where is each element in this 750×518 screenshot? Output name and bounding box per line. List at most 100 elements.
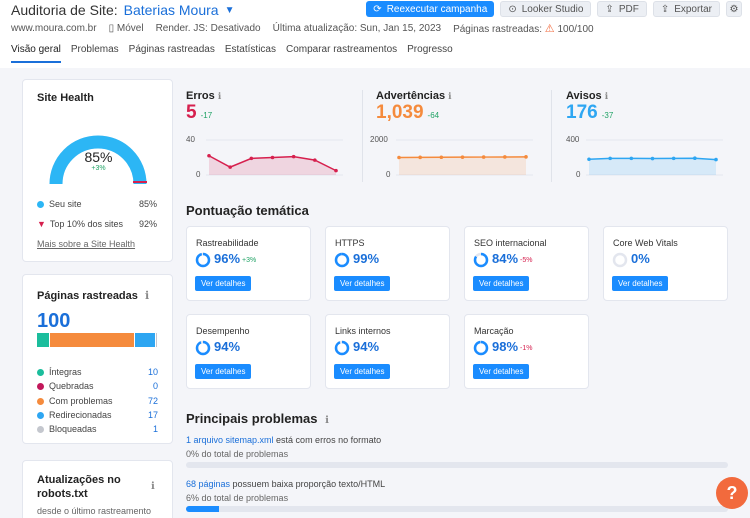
data-point[interactable] bbox=[228, 165, 232, 169]
bar-segment bbox=[155, 333, 157, 347]
divider bbox=[551, 90, 552, 182]
data-point[interactable] bbox=[249, 156, 254, 161]
thematic-card: Rastreabilidade 96% +3% Ver detalhes bbox=[186, 226, 311, 301]
data-point[interactable] bbox=[207, 153, 211, 158]
tab-compare[interactable]: Comparar rastreamentos bbox=[285, 44, 398, 55]
tab-statistics[interactable]: Estatísticas bbox=[224, 44, 276, 55]
view-details-button[interactable]: Ver detalhes bbox=[334, 276, 391, 291]
divider bbox=[362, 90, 363, 182]
crawled-pages-total: 100 bbox=[37, 310, 71, 332]
data-point[interactable] bbox=[397, 155, 401, 160]
data-point[interactable] bbox=[650, 156, 655, 161]
page-header: Auditoria de Site: Baterias Moura ▼ ⟳ Re… bbox=[0, 0, 750, 68]
project-selector[interactable]: Baterias Moura bbox=[123, 2, 219, 18]
tab-overview[interactable]: Visão geral bbox=[11, 44, 61, 63]
data-point[interactable] bbox=[291, 154, 296, 159]
progress-ring-icon bbox=[334, 340, 350, 356]
data-point[interactable] bbox=[503, 155, 507, 159]
mobile-icon: ▯ bbox=[108, 22, 115, 34]
crawled-pages-card: Páginas rastreadas ℹ 100 Íntegras 10 Quebr… bbox=[22, 274, 173, 444]
view-details-button[interactable]: Ver detalhes bbox=[612, 276, 669, 291]
view-details-button[interactable]: Ver detalhes bbox=[473, 276, 530, 291]
thematic-delta: -5% bbox=[520, 257, 533, 264]
your-site-dot bbox=[37, 201, 44, 209]
metric-delta: -37 bbox=[601, 111, 614, 120]
pages-crawled-info: Páginas rastreadas: ⚠ 100/100 bbox=[453, 22, 594, 35]
issue-link[interactable]: 1 arquivo sitemap.xml bbox=[186, 435, 274, 445]
data-point[interactable] bbox=[481, 155, 486, 159]
tab-progress[interactable]: Progresso bbox=[407, 44, 453, 55]
data-point[interactable] bbox=[608, 156, 612, 161]
y-axis-top: 40 bbox=[186, 135, 195, 144]
thematic-score: 0% bbox=[631, 251, 650, 266]
data-point[interactable] bbox=[418, 155, 422, 160]
thematic-score: 96% bbox=[214, 251, 241, 266]
site-health-delta: +3% bbox=[91, 165, 106, 172]
area-fill bbox=[589, 158, 716, 175]
view-details-button[interactable]: Ver detalhes bbox=[195, 364, 252, 379]
thematic-card: Core Web Vitals 0% Ver detalhes bbox=[603, 226, 728, 301]
top-sites-row: ▼ Top 10% dos sites 92% bbox=[37, 219, 157, 229]
domain-text: www.moura.com.br bbox=[11, 22, 97, 34]
tabs: Visão geral Problemas Páginas rastreadas… bbox=[11, 44, 453, 63]
title-row: Auditoria de Site: Baterias Moura ▼ bbox=[11, 2, 234, 18]
help-button[interactable]: ? bbox=[716, 477, 748, 509]
export-button[interactable]: ⇪ Exportar bbox=[652, 1, 720, 17]
warning-icon: ⚠ bbox=[544, 22, 555, 35]
info-icon[interactable]: ℹ bbox=[217, 91, 222, 101]
list-item: Com problemas 72 bbox=[37, 396, 158, 406]
metric-value[interactable]: 1,039 bbox=[376, 102, 424, 123]
pdf-button[interactable]: ⇪ PDF bbox=[597, 1, 647, 17]
info-icon[interactable]: ℹ bbox=[325, 415, 329, 426]
chevron-down-icon[interactable]: ▼ bbox=[224, 4, 235, 16]
info-icon[interactable]: ℹ bbox=[604, 91, 609, 101]
issue-share: 6% do total de problemas bbox=[186, 493, 289, 503]
tab-crawled-pages[interactable]: Páginas rastreadas bbox=[128, 44, 215, 55]
issue-progress-bar bbox=[186, 506, 728, 512]
info-icon[interactable]: ℹ bbox=[144, 290, 150, 302]
data-point[interactable] bbox=[524, 155, 528, 159]
sparkline-chart bbox=[586, 139, 723, 176]
progress-ring-icon bbox=[473, 252, 489, 268]
thematic-score: 94% bbox=[353, 339, 380, 354]
issue-link[interactable]: 68 páginas bbox=[186, 479, 231, 489]
data-point[interactable] bbox=[439, 155, 444, 160]
thematic-title: Pontuação temática bbox=[186, 203, 309, 218]
tab-issues[interactable]: Problemas bbox=[70, 44, 119, 55]
settings-button[interactable]: ⚙ bbox=[726, 1, 742, 17]
crawled-pages-title: Páginas rastreadas ℹ bbox=[37, 290, 150, 302]
bar-segment bbox=[134, 333, 155, 347]
view-details-button[interactable]: Ver detalhes bbox=[195, 276, 252, 291]
data-point[interactable] bbox=[671, 156, 676, 161]
data-point[interactable] bbox=[629, 156, 634, 161]
site-health-gauge bbox=[49, 135, 147, 185]
thematic-score: 84% bbox=[492, 251, 519, 266]
progress-fill bbox=[186, 506, 219, 512]
issue-share: 0% do total de problemas bbox=[186, 449, 289, 459]
data-point[interactable] bbox=[334, 168, 338, 173]
data-point[interactable] bbox=[693, 156, 697, 160]
robots-subtitle: desde o último rastreamento bbox=[37, 506, 152, 516]
data-point[interactable] bbox=[313, 158, 317, 162]
rerun-campaign-button[interactable]: ⟳ Reexecutar campanha bbox=[366, 1, 495, 17]
area-fill bbox=[399, 156, 526, 175]
refresh-icon: ⟳ bbox=[373, 3, 382, 15]
view-details-button[interactable]: Ver detalhes bbox=[473, 364, 530, 379]
data-point[interactable] bbox=[460, 155, 465, 159]
info-icon[interactable]: ℹ bbox=[448, 91, 452, 101]
data-point[interactable] bbox=[270, 155, 275, 160]
metric-value[interactable]: 5 bbox=[186, 102, 197, 123]
view-details-button[interactable]: Ver detalhes bbox=[334, 364, 391, 379]
looker-studio-button[interactable]: ⊙ Looker Studio bbox=[500, 1, 592, 17]
top-actions: ⟳ Reexecutar campanha ⊙ Looker Studio ⇪ … bbox=[366, 1, 742, 17]
bar-segment bbox=[49, 333, 134, 347]
thematic-card: Desempenho 94% Ver detalhes bbox=[186, 314, 311, 389]
info-icon[interactable]: ℹ bbox=[151, 481, 155, 492]
thematic-card: SEO internacional 84% -5% Ver detalhes bbox=[464, 226, 589, 301]
site-health-link[interactable]: Mais sobre a Site Health bbox=[37, 239, 136, 249]
metric-delta: -17 bbox=[200, 111, 213, 120]
data-point[interactable] bbox=[587, 157, 591, 162]
list-item: Redirecionadas 17 bbox=[37, 410, 158, 420]
data-point[interactable] bbox=[714, 157, 718, 162]
metric-value[interactable]: 176 bbox=[566, 102, 598, 123]
